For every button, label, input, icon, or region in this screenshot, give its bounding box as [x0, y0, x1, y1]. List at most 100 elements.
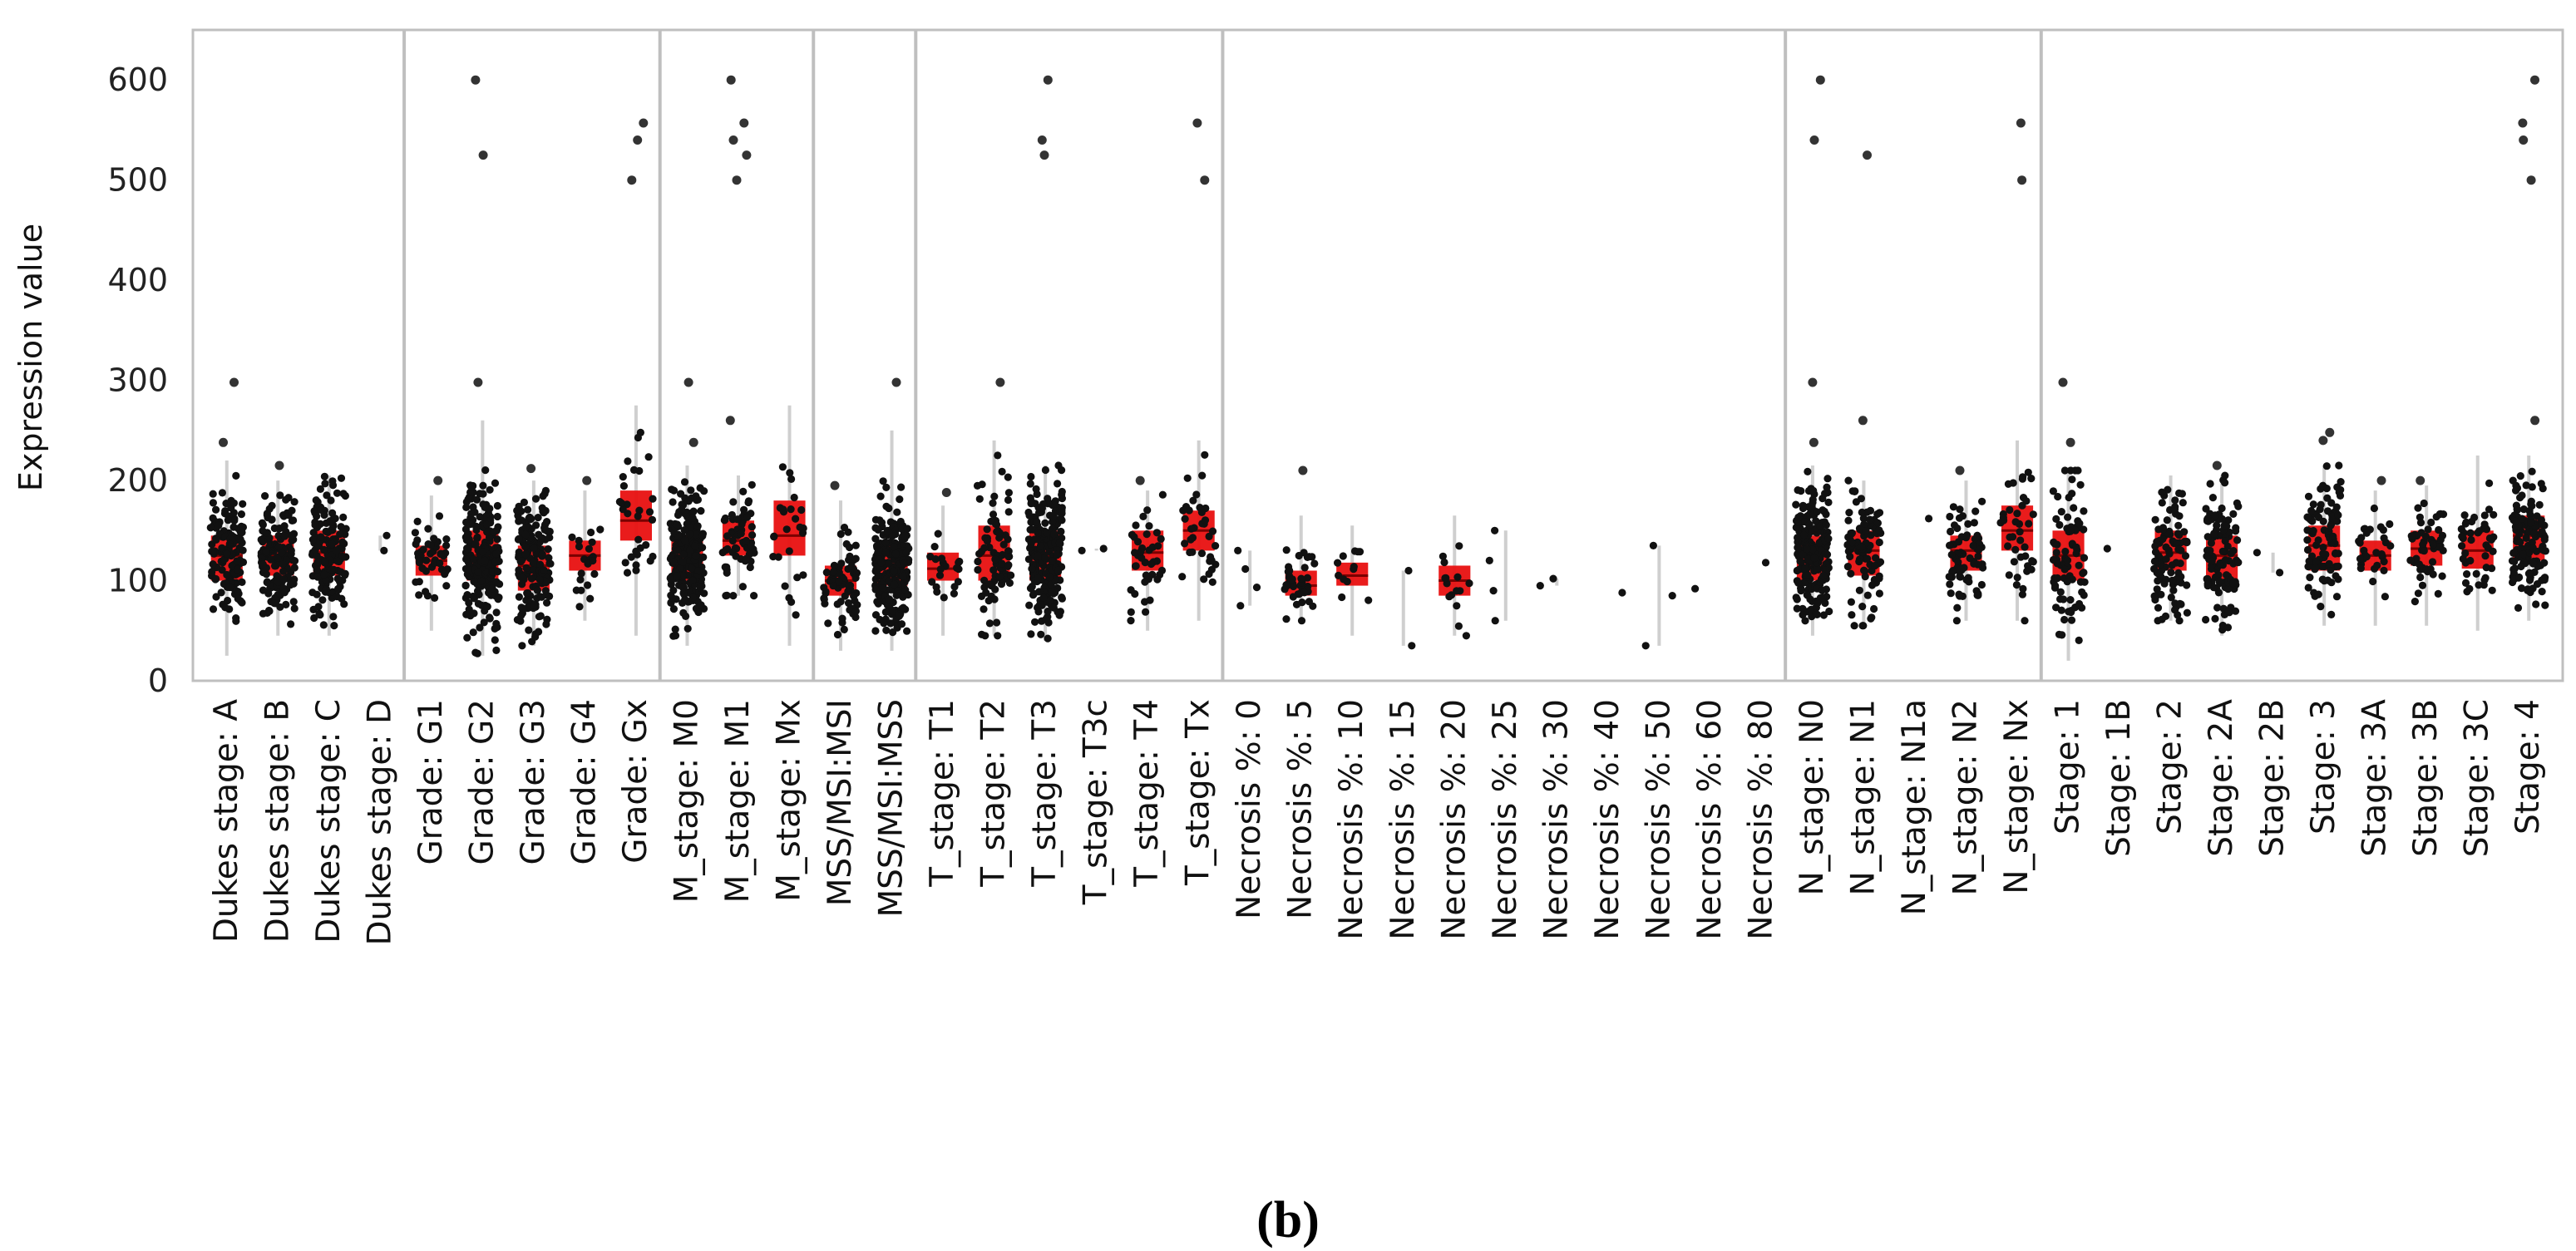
data-point	[481, 556, 489, 565]
data-point	[899, 572, 907, 581]
data-point	[1364, 596, 1373, 604]
data-point	[1041, 465, 1049, 475]
data-point	[2432, 513, 2440, 521]
data-point	[2487, 535, 2495, 544]
data-point	[492, 608, 501, 617]
data-point	[310, 613, 318, 623]
data-point	[478, 548, 487, 556]
data-point	[785, 547, 793, 555]
data-point	[492, 549, 501, 559]
data-point	[233, 557, 241, 565]
data-point	[2057, 508, 2065, 516]
data-point	[2211, 614, 2219, 623]
data-point	[2307, 506, 2316, 515]
data-point	[2061, 547, 2070, 556]
data-point	[2529, 559, 2538, 568]
data-point	[1338, 593, 1346, 602]
data-point	[279, 575, 288, 584]
data-point	[1189, 496, 1197, 505]
data-point	[787, 505, 795, 514]
data-point	[435, 512, 444, 520]
y-tick-label: 200	[107, 462, 168, 499]
outlier-point	[1809, 135, 1819, 145]
data-point	[2485, 505, 2494, 514]
data-point	[279, 567, 288, 576]
data-point	[1200, 575, 1208, 584]
outlier-point	[219, 437, 228, 447]
data-point	[1824, 534, 1833, 543]
data-point	[473, 587, 482, 595]
data-point	[1295, 551, 1303, 560]
data-point	[679, 589, 688, 598]
data-point	[1141, 598, 1149, 606]
data-point	[2320, 577, 2328, 585]
data-point	[2223, 623, 2233, 632]
data-point	[2174, 545, 2183, 554]
data-point	[723, 532, 732, 540]
data-point	[1127, 608, 1135, 617]
data-point	[234, 588, 242, 596]
data-point	[1042, 615, 1050, 623]
data-point	[2021, 617, 2029, 625]
data-point	[698, 532, 707, 540]
data-point	[2381, 593, 2389, 601]
data-point	[2517, 562, 2525, 571]
data-point	[1818, 593, 1827, 602]
data-point	[1861, 573, 1869, 581]
data-point	[585, 544, 594, 553]
data-point	[518, 580, 526, 589]
panel-label: (b)	[1256, 1192, 1320, 1249]
data-point	[1847, 569, 1855, 578]
data-point	[2337, 478, 2345, 486]
data-point	[877, 559, 886, 567]
data-point	[779, 505, 787, 514]
data-point	[2202, 505, 2210, 513]
data-point	[937, 554, 946, 563]
x-tick-label: Grade: G4	[565, 699, 603, 864]
data-point	[833, 630, 842, 639]
data-point	[2171, 606, 2179, 614]
y-axis-title: Expression value	[12, 224, 49, 491]
data-point	[542, 526, 551, 534]
data-point	[282, 600, 290, 609]
data-point	[2011, 518, 2020, 526]
data-point	[1858, 508, 1866, 517]
x-tick-label: Dukes stage: D	[361, 699, 398, 945]
data-point	[2516, 472, 2524, 480]
data-point	[1440, 558, 1448, 567]
data-point	[476, 513, 484, 521]
data-point	[872, 542, 881, 550]
data-point	[977, 592, 986, 601]
data-point	[209, 605, 218, 613]
data-point	[882, 626, 891, 634]
data-point	[2221, 556, 2229, 564]
outlier-point	[1298, 465, 1308, 475]
data-point	[228, 562, 236, 570]
data-point	[1850, 487, 1859, 496]
data-point	[590, 569, 599, 579]
data-point	[493, 623, 501, 632]
data-point	[544, 545, 552, 554]
data-point	[743, 513, 752, 521]
data-point	[2011, 545, 2020, 554]
data-point	[333, 489, 342, 497]
data-point	[477, 577, 486, 585]
data-point	[2151, 515, 2159, 524]
data-point	[1350, 565, 1358, 574]
data-point	[479, 481, 487, 490]
data-point	[1954, 558, 1962, 566]
data-point	[885, 577, 893, 585]
data-point	[2053, 574, 2061, 583]
data-point	[2540, 574, 2549, 583]
data-point	[1050, 529, 1059, 539]
data-point	[1055, 539, 1063, 548]
data-point	[617, 499, 626, 507]
data-point	[279, 560, 287, 569]
data-point	[1947, 550, 1956, 559]
data-point	[748, 523, 756, 531]
data-point	[209, 560, 217, 569]
data-point	[328, 518, 336, 527]
data-point	[1973, 531, 1981, 539]
data-point	[270, 599, 279, 608]
x-tick-label: Necrosis %: 80	[1742, 699, 1779, 940]
